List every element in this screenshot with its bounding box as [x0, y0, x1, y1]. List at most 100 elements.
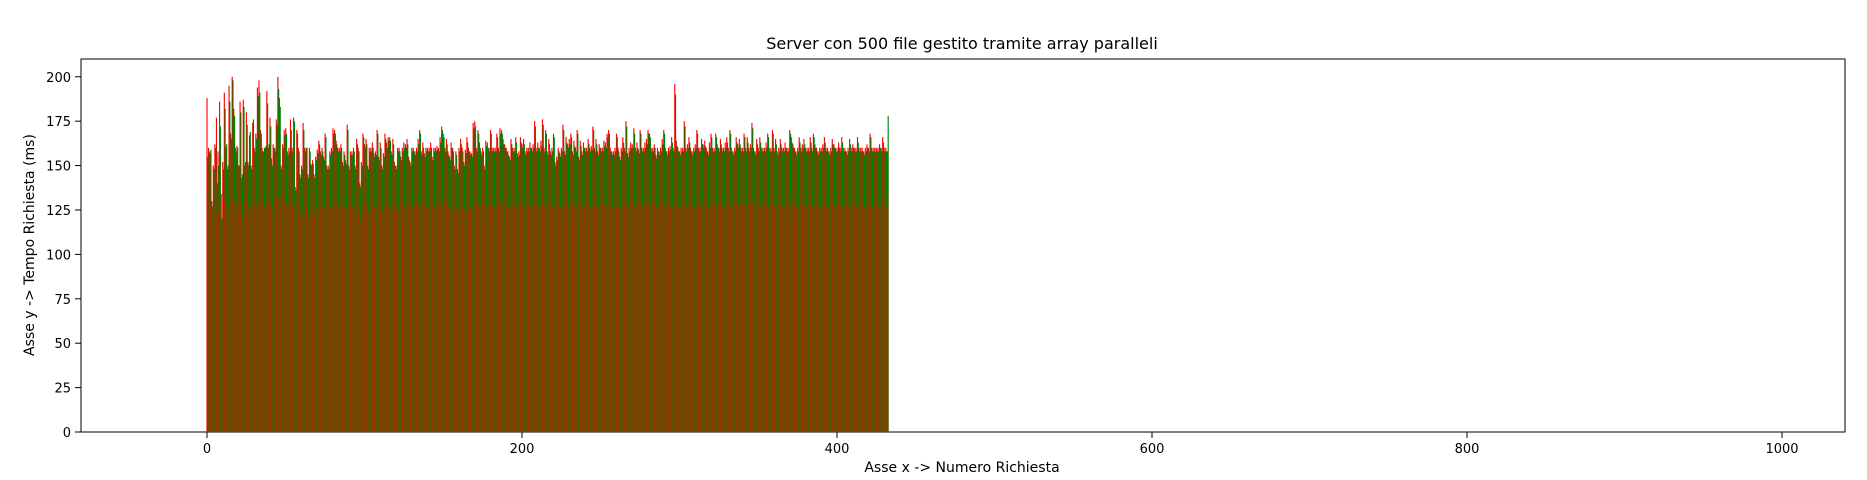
bar: [591, 206, 593, 432]
bar: [584, 206, 586, 432]
bar: [573, 204, 575, 432]
bar: [819, 206, 821, 432]
bar: [537, 204, 539, 432]
bar: [595, 204, 597, 432]
bar: [391, 208, 393, 432]
bar: [208, 201, 210, 432]
bar: [740, 206, 742, 432]
x-tick-label: 1000: [1765, 442, 1798, 457]
bar: [419, 202, 421, 432]
bar: [701, 204, 703, 432]
bar: [351, 208, 353, 432]
bar: [625, 201, 627, 432]
bar: [392, 204, 394, 432]
bar: [561, 206, 563, 432]
bar: [811, 206, 813, 432]
x-tick-label: 600: [1140, 442, 1165, 457]
bar: [521, 204, 523, 432]
bar: [540, 204, 542, 432]
bar: [353, 206, 355, 432]
bar: [266, 199, 268, 432]
bar: [866, 204, 868, 432]
bar: [550, 208, 552, 432]
bar: [725, 204, 727, 432]
bar: [474, 201, 476, 432]
bar: [839, 206, 842, 432]
bar: [513, 206, 516, 432]
bar: [732, 208, 735, 432]
bar: [770, 206, 772, 432]
bar: [413, 206, 415, 432]
bar: [884, 206, 886, 432]
bar: [553, 204, 555, 432]
bar: [509, 208, 511, 432]
bar: [473, 201, 475, 432]
bar: [520, 204, 522, 432]
bar: [743, 204, 746, 432]
bar: [622, 204, 624, 432]
bar: [219, 201, 221, 432]
bar: [649, 204, 651, 432]
bar: [652, 206, 654, 432]
bar: [491, 206, 494, 432]
bar: [710, 204, 712, 432]
bar: [748, 206, 750, 432]
bar: [548, 204, 550, 432]
bar: [545, 202, 547, 432]
bar: [307, 215, 309, 432]
bar: [337, 206, 339, 432]
bar: [317, 206, 319, 432]
bar: [496, 204, 498, 432]
bar: [334, 202, 336, 432]
bar: [868, 206, 870, 432]
bar: [704, 204, 706, 432]
bar: [313, 215, 316, 432]
bar: [679, 208, 681, 432]
bar: [250, 211, 253, 432]
bar: [302, 201, 305, 432]
bar: [209, 202, 212, 432]
bar: [495, 206, 497, 432]
bar: [677, 206, 679, 432]
y-tick-label: 150: [46, 160, 71, 175]
bar: [384, 204, 386, 432]
bar: [559, 208, 561, 432]
bar: [502, 204, 505, 432]
bar: [531, 206, 533, 432]
bar: [230, 204, 232, 432]
bar: [463, 209, 465, 432]
bar: [406, 204, 408, 432]
bar: [526, 206, 528, 432]
bar: [641, 206, 643, 432]
bar: [340, 204, 342, 432]
bar: [221, 227, 223, 432]
bar: [265, 204, 267, 432]
bar: [841, 204, 843, 432]
bar: [403, 204, 405, 432]
bar: [362, 204, 364, 432]
bar: [433, 206, 435, 432]
bar: [295, 218, 297, 432]
y-axis: 0 25 50 75 100 125 150 175 200: [46, 71, 81, 441]
bar: [328, 211, 330, 432]
bar: [781, 206, 783, 432]
bar: [529, 204, 531, 432]
bar: [532, 204, 534, 432]
bar: [320, 208, 322, 432]
bar: [233, 201, 235, 432]
bar: [425, 206, 427, 432]
bar: [825, 206, 827, 432]
bar: [674, 197, 676, 432]
bar: [605, 204, 607, 432]
bar: [430, 204, 432, 432]
bar: [581, 208, 583, 432]
bar: [772, 202, 774, 432]
bar: [282, 204, 284, 432]
bar: [232, 197, 234, 432]
bar: [849, 204, 851, 432]
bar: [775, 204, 777, 432]
bar: [306, 204, 308, 432]
bar: [663, 202, 665, 432]
bar: [570, 204, 572, 432]
bar: [444, 206, 446, 432]
